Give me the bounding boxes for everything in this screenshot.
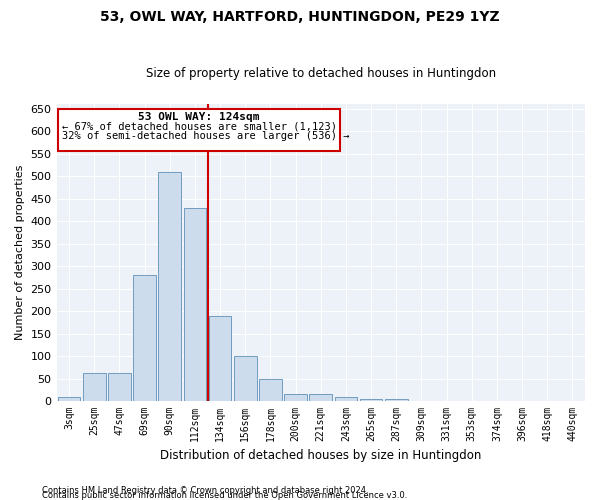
Bar: [108, 372, 131, 401]
FancyBboxPatch shape: [58, 109, 340, 152]
Bar: [385, 400, 407, 401]
Text: 53 OWL WAY: 124sqm: 53 OWL WAY: 124sqm: [138, 112, 259, 122]
Y-axis label: Number of detached properties: Number of detached properties: [15, 165, 25, 340]
Bar: [335, 397, 357, 401]
Text: 53, OWL WAY, HARTFORD, HUNTINGDON, PE29 1YZ: 53, OWL WAY, HARTFORD, HUNTINGDON, PE29 …: [100, 10, 500, 24]
Bar: [58, 398, 80, 401]
Bar: [184, 208, 206, 401]
Bar: [158, 172, 181, 401]
X-axis label: Distribution of detached houses by size in Huntingdon: Distribution of detached houses by size …: [160, 450, 481, 462]
Bar: [259, 380, 282, 401]
Text: Contains public sector information licensed under the Open Government Licence v3: Contains public sector information licen…: [42, 491, 407, 500]
Bar: [360, 400, 382, 401]
Bar: [234, 356, 257, 401]
Bar: [209, 316, 232, 401]
Title: Size of property relative to detached houses in Huntingdon: Size of property relative to detached ho…: [146, 66, 496, 80]
Text: ← 67% of detached houses are smaller (1,123): ← 67% of detached houses are smaller (1,…: [62, 122, 337, 132]
Bar: [284, 394, 307, 401]
Text: 32% of semi-detached houses are larger (536) →: 32% of semi-detached houses are larger (…: [62, 132, 349, 141]
Bar: [133, 275, 156, 401]
Bar: [310, 394, 332, 401]
Bar: [83, 372, 106, 401]
Text: Contains HM Land Registry data © Crown copyright and database right 2024.: Contains HM Land Registry data © Crown c…: [42, 486, 368, 495]
